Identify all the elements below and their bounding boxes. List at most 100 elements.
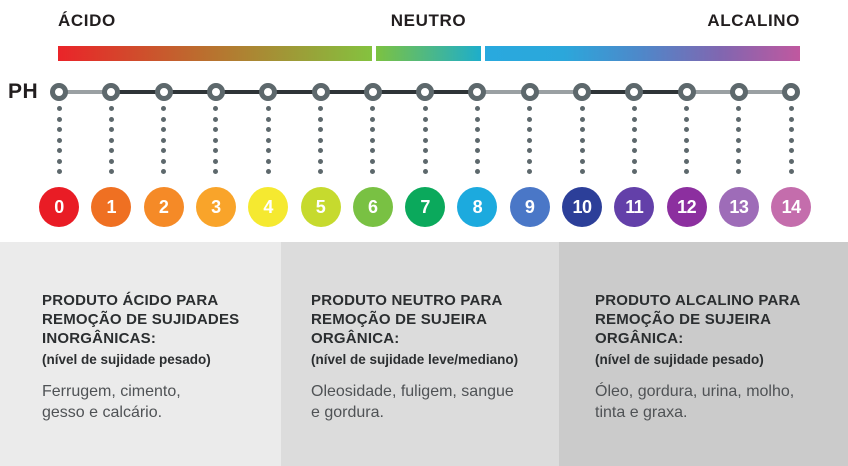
- connector-dot: [684, 116, 690, 122]
- acid-product-panel: PRODUTO ÁCIDO PARA REMOÇÃO DE SUJIDADES …: [0, 242, 281, 466]
- connector-dot: [161, 106, 167, 111]
- ph-line-marker-4: [259, 83, 278, 101]
- ph-value-circle-14: 14: [771, 187, 812, 227]
- connector-dot: [736, 106, 742, 111]
- connector-dot: [422, 127, 428, 132]
- connector-dot: [265, 106, 271, 111]
- ph-line-marker-1: [102, 83, 121, 101]
- connector-dot: [318, 106, 323, 111]
- dotted-connector-10: [579, 106, 585, 174]
- connector-dot: [108, 158, 114, 164]
- connector-dot: [161, 116, 167, 122]
- connector-dot: [318, 127, 323, 132]
- ph-line-marker-6: [363, 83, 382, 101]
- connector-dot: [527, 116, 533, 122]
- ph-value-circle-13: 13: [718, 187, 759, 227]
- neutral-gradient-bar: [376, 46, 481, 61]
- connector-dot: [265, 127, 271, 132]
- ph-line-segment-7: [425, 90, 478, 94]
- ph-line-marker-8: [468, 83, 487, 101]
- connector-dot: [631, 158, 637, 164]
- dotted-connector-8: [474, 106, 480, 174]
- ph-line-marker-5: [311, 83, 330, 101]
- product-panels: PRODUTO ÁCIDO PARA REMOÇÃO DE SUJIDADES …: [0, 242, 848, 466]
- connector-dot: [579, 127, 585, 132]
- connector-dot: [684, 158, 690, 164]
- ph-line-segment-6: [372, 90, 426, 94]
- connector-dot: [370, 169, 376, 174]
- connector-dot: [631, 127, 637, 132]
- connector-dot: [631, 169, 637, 174]
- ph-axis-label: PH: [8, 80, 39, 103]
- connector-dot: [370, 127, 376, 132]
- connector-dot: [56, 127, 62, 132]
- connector-dot: [579, 169, 585, 174]
- ph-line-marker-11: [625, 83, 644, 101]
- connector-dot: [265, 169, 271, 174]
- alkaline-panel-title: PRODUTO ALCALINO PARA REMOÇÃO DE SUJEIRA…: [595, 292, 801, 347]
- acid-panel-body: Ferrugem, cimento, gesso e calcário.: [42, 382, 181, 421]
- connector-dot: [213, 127, 219, 132]
- connector-dot: [474, 158, 480, 164]
- connector-dot: [56, 169, 62, 174]
- connector-dot: [788, 137, 794, 143]
- connector-dot: [788, 169, 794, 174]
- acid-gradient-bar: [58, 46, 372, 61]
- dotted-connector-11: [631, 106, 637, 174]
- connector-dot: [213, 169, 219, 174]
- dotted-connector-14: [788, 106, 794, 174]
- ph-line-segment-5: [320, 90, 373, 94]
- ph-line-segment-2: [163, 90, 216, 94]
- connector-dot: [265, 158, 271, 164]
- connector-dot: [213, 158, 219, 164]
- dotted-connector-4: [265, 106, 271, 174]
- connector-dot: [684, 137, 690, 143]
- connector-dot: [108, 169, 114, 174]
- connector-dot: [474, 116, 480, 122]
- alkaline-panel-level: (nível de sujidade pesado): [595, 351, 764, 367]
- ph-value-circle-3: 3: [195, 187, 236, 227]
- connector-dot: [108, 127, 114, 132]
- ph-line-marker-12: [677, 83, 696, 101]
- connector-dot: [527, 127, 533, 132]
- alkaline-product-panel: PRODUTO ALCALINO PARA REMOÇÃO DE SUJEIRA…: [559, 242, 848, 466]
- alkaline-gradient-bar: [485, 46, 800, 61]
- ph-line-marker-0: [50, 83, 68, 101]
- connector-dot: [579, 106, 585, 111]
- connector-dot: [684, 106, 690, 111]
- connector-dot: [684, 127, 690, 132]
- connector-dot: [736, 169, 742, 174]
- connector-dot: [474, 169, 480, 174]
- ph-line-segment-1: [111, 90, 164, 94]
- connector-dot: [370, 158, 376, 164]
- connector-dot: [422, 169, 428, 174]
- neutral-panel-body: Oleosidade, fuligem, sangue e gordura.: [311, 382, 514, 421]
- dotted-connector-2: [161, 106, 167, 174]
- ph-line-segment-4: [268, 90, 321, 94]
- connector-dot: [684, 148, 690, 153]
- connector-dot: [265, 148, 271, 153]
- connector-dot: [474, 106, 480, 111]
- connector-dot: [265, 116, 271, 122]
- dotted-connector-6: [370, 106, 376, 174]
- ph-line-segment-10: [582, 90, 635, 94]
- dotted-connector-13: [736, 106, 742, 174]
- connector-dot: [788, 158, 794, 164]
- ph-line-marker-2: [154, 83, 173, 101]
- connector-dot: [213, 148, 219, 153]
- ph-value-circle-1: 1: [91, 187, 132, 227]
- ph-value-circle-0: 0: [39, 187, 79, 227]
- ph-value-circle-11: 11: [614, 187, 655, 227]
- connector-dot: [370, 148, 376, 153]
- connector-dot: [736, 116, 742, 122]
- ph-line-segment-12: [686, 90, 739, 94]
- connector-dot: [579, 116, 585, 122]
- connector-dot: [56, 158, 62, 164]
- connector-dot: [422, 158, 428, 164]
- connector-dot: [788, 106, 794, 111]
- connector-dot: [474, 148, 480, 153]
- connector-dot: [631, 106, 637, 111]
- ph-value-circle-2: 2: [143, 187, 184, 227]
- connector-dot: [265, 137, 271, 143]
- dotted-connector-9: [527, 106, 533, 174]
